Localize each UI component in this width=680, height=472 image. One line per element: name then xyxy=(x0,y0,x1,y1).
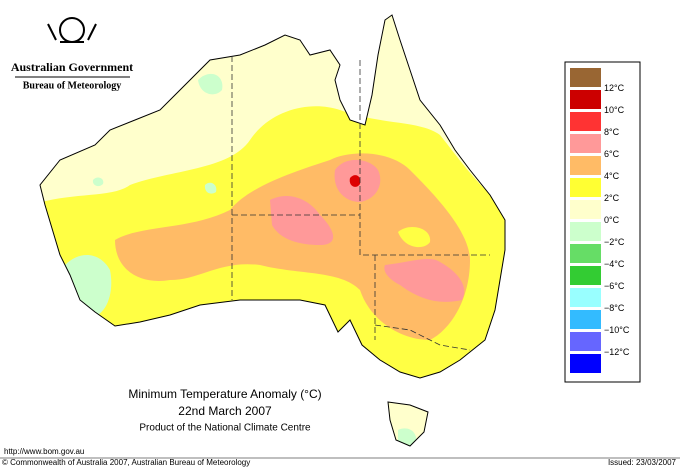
legend-swatch xyxy=(570,200,601,219)
legend-label: −12°C xyxy=(604,347,630,357)
legend-swatch xyxy=(570,68,601,87)
legend-swatch xyxy=(570,332,601,351)
legend-swatch xyxy=(570,178,601,197)
url: http://www.bom.gov.au xyxy=(4,447,84,456)
legend-swatch xyxy=(570,134,601,153)
date: 22nd March 2007 xyxy=(178,404,272,418)
government: Australian Government xyxy=(11,60,133,74)
legend-label: −10°C xyxy=(604,325,630,335)
legend-label: 6°C xyxy=(604,149,620,159)
legend-label: 2°C xyxy=(604,193,620,203)
title: Minimum Temperature Anomaly (°C) xyxy=(128,387,321,401)
legend-swatch xyxy=(570,90,601,109)
legend-swatch xyxy=(570,156,601,175)
legend-label: 8°C xyxy=(604,127,620,137)
legend-label: 10°C xyxy=(604,105,625,115)
agency: Bureau of Meteorology xyxy=(23,80,122,91)
issued: Issued: 23/03/2007 xyxy=(608,458,677,467)
subtitle: Product of the National Climate Centre xyxy=(139,423,311,434)
legend-swatch xyxy=(570,244,601,263)
legend: 12°C 10°C 8°C 6°C 4°C 2°C 0°C −2°C −4°C −6°C −8°C −… xyxy=(570,68,630,373)
logo: Australian Government Bureau of Meteorol… xyxy=(11,17,133,91)
legend-swatch xyxy=(570,266,601,285)
legend-swatch xyxy=(570,112,601,131)
legend-swatch xyxy=(570,288,601,307)
legend-label: 12°C xyxy=(604,83,625,93)
legend-label: 0°C xyxy=(604,215,620,225)
legend-label: −8°C xyxy=(604,303,625,313)
copyright: © Commonwealth of Australia 2007, Austra… xyxy=(2,458,250,467)
legend-swatch xyxy=(570,354,601,373)
legend-label: −4°C xyxy=(604,259,625,269)
legend-label: 4°C xyxy=(604,171,620,181)
legend-swatch xyxy=(570,310,601,329)
legend-label: −2°C xyxy=(604,237,625,247)
legend-swatch xyxy=(570,222,601,241)
legend-label: −6°C xyxy=(604,281,625,291)
